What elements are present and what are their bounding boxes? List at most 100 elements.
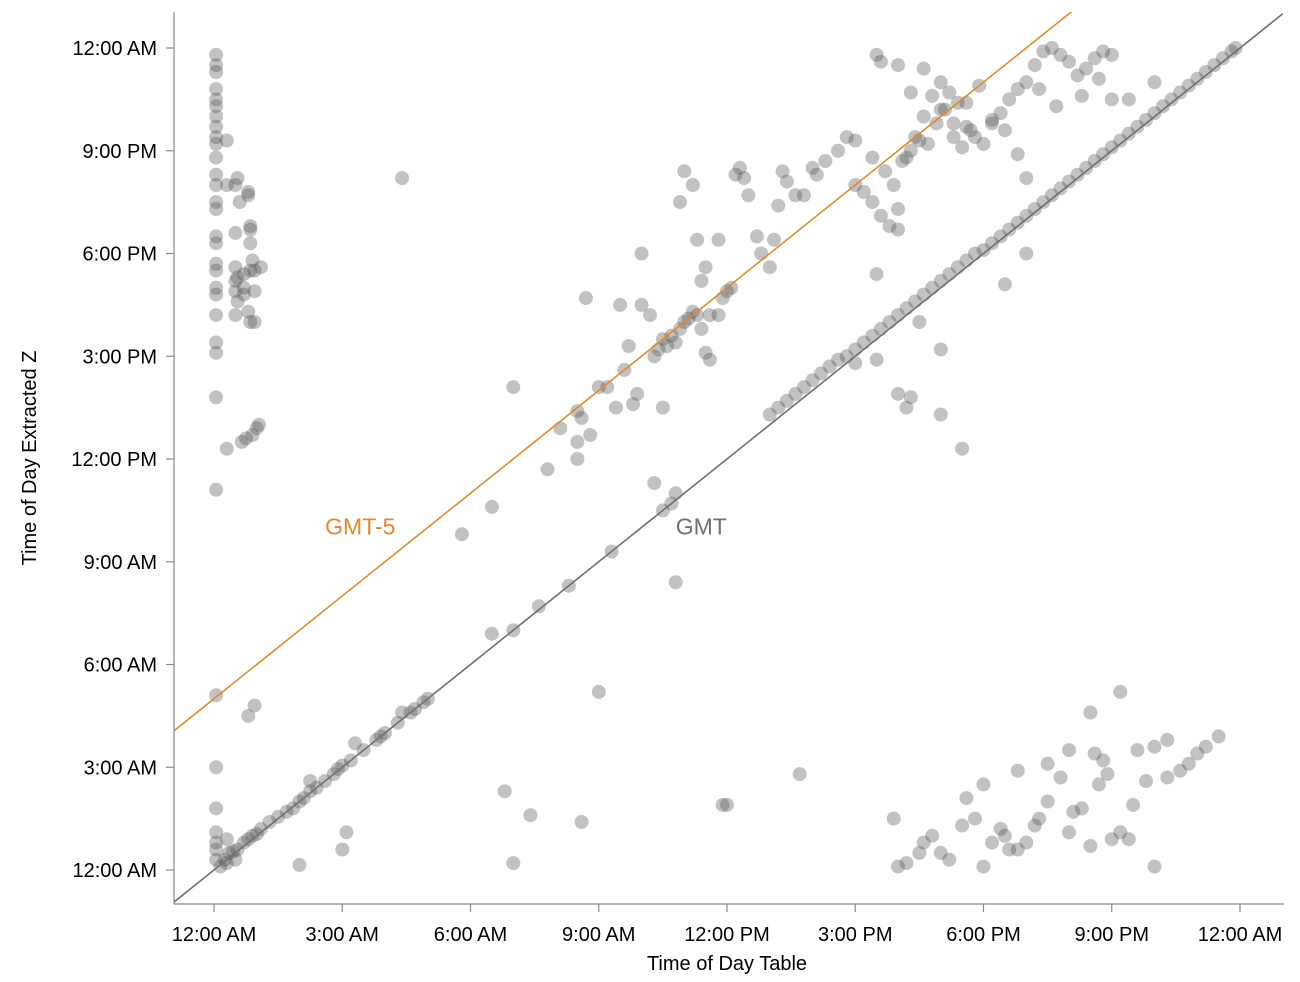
scatter-point <box>728 167 743 182</box>
scatter-point <box>239 431 254 446</box>
scatter-point <box>690 232 705 247</box>
scatter-point <box>1126 797 1141 812</box>
scatter-point <box>856 184 871 199</box>
scatter-point <box>236 287 251 302</box>
scatter-point <box>243 263 258 278</box>
scatter-point <box>626 397 640 412</box>
scatter-point <box>236 267 251 282</box>
scatter-point <box>219 832 234 847</box>
scatter-point <box>702 352 717 367</box>
scatter-point <box>933 407 948 422</box>
scatter-point <box>997 123 1012 138</box>
scatter-point <box>788 386 803 401</box>
scatter-point <box>702 308 717 323</box>
scatter-point <box>249 421 264 436</box>
scatter-point <box>869 267 884 282</box>
scatter-point <box>865 195 880 210</box>
scatter-point <box>570 404 585 419</box>
scatter-point <box>694 321 709 336</box>
scatter-point <box>1019 246 1034 261</box>
scatter-point <box>805 160 820 175</box>
reference-line-label-gmt-5: GMT-5 <box>325 513 395 539</box>
scatter-point <box>865 150 880 165</box>
scatter-point <box>1066 804 1081 819</box>
scatter-point <box>241 304 256 319</box>
scatter-point <box>925 828 940 843</box>
scatter-point <box>209 130 224 145</box>
scatter-point <box>690 308 705 323</box>
scatter-point <box>809 167 824 182</box>
scatter-point <box>685 178 700 192</box>
scatter-point <box>903 85 918 100</box>
scatter-point <box>531 599 546 614</box>
scatter-point <box>230 294 245 309</box>
scatter-point <box>247 315 262 329</box>
scatter-point <box>1083 839 1098 853</box>
scatter-point <box>993 821 1008 836</box>
scatter-point <box>1113 825 1128 840</box>
scatter-point <box>1070 68 1085 83</box>
scatter-point <box>1100 767 1115 782</box>
scatter-point <box>673 195 687 210</box>
scatter-point <box>775 164 790 179</box>
scatter-point <box>245 828 260 843</box>
scatter-point <box>685 304 700 319</box>
scatter-point <box>209 345 224 360</box>
scatter-point <box>959 791 974 806</box>
scatter-point <box>230 171 245 186</box>
scatter-point <box>1104 140 1119 155</box>
scatter-point <box>209 688 224 703</box>
scatter-point <box>916 835 931 850</box>
scatter-point <box>251 417 266 432</box>
scatter-point <box>209 308 224 323</box>
scatter-point <box>591 684 606 699</box>
scatter-point <box>1053 181 1068 196</box>
scatter-point <box>664 328 679 343</box>
scatter-point <box>955 441 970 456</box>
scatter-point <box>912 315 927 329</box>
scatter-point <box>643 308 657 323</box>
reference-line-label-gmt: GMT <box>676 513 727 539</box>
scatter-point <box>1019 208 1034 223</box>
scatter-point <box>209 202 224 216</box>
scatter-point <box>711 232 726 247</box>
scatter-point <box>1207 58 1222 73</box>
scatter-point <box>848 133 863 148</box>
scatter-point <box>886 178 901 192</box>
scatter-point <box>1074 88 1089 103</box>
scatter-point <box>1121 126 1136 141</box>
scatter-point <box>1104 47 1119 62</box>
scatter-point <box>1010 215 1025 230</box>
scatter-point <box>1010 763 1025 778</box>
scatter-point <box>262 815 277 829</box>
y-tick-label: 12:00 AM <box>72 860 157 882</box>
scatter-point <box>209 482 224 497</box>
x-tick-label: 3:00 PM <box>818 924 892 946</box>
scatter-point <box>395 705 410 720</box>
scatter-point <box>993 106 1008 121</box>
scatter-point <box>209 119 224 134</box>
scatter-point <box>1044 41 1059 55</box>
scatter-point <box>831 352 846 367</box>
scatter-point <box>219 133 234 148</box>
scatter-point <box>230 270 245 285</box>
scatter-point <box>303 774 318 788</box>
scatter-point <box>997 828 1012 843</box>
scatter-point <box>292 857 307 872</box>
y-tick-label: 3:00 AM <box>84 757 157 779</box>
scatter-point <box>1010 82 1025 97</box>
scatter-point <box>395 171 410 186</box>
scatter-point <box>891 202 905 216</box>
scatter-point <box>741 188 756 203</box>
scatter-point <box>720 797 734 812</box>
scatter-point <box>335 842 350 857</box>
scatter-point <box>209 236 224 251</box>
y-tick-label: 9:00 AM <box>84 552 157 574</box>
scatter-point <box>209 835 224 850</box>
scatter-point <box>209 842 224 857</box>
scatter-point <box>1062 743 1076 758</box>
scatter-point <box>732 160 747 175</box>
scatter-point <box>247 284 262 299</box>
y-tick-label: 3:00 PM <box>83 346 157 368</box>
y-tick-label: 6:00 PM <box>83 244 157 266</box>
